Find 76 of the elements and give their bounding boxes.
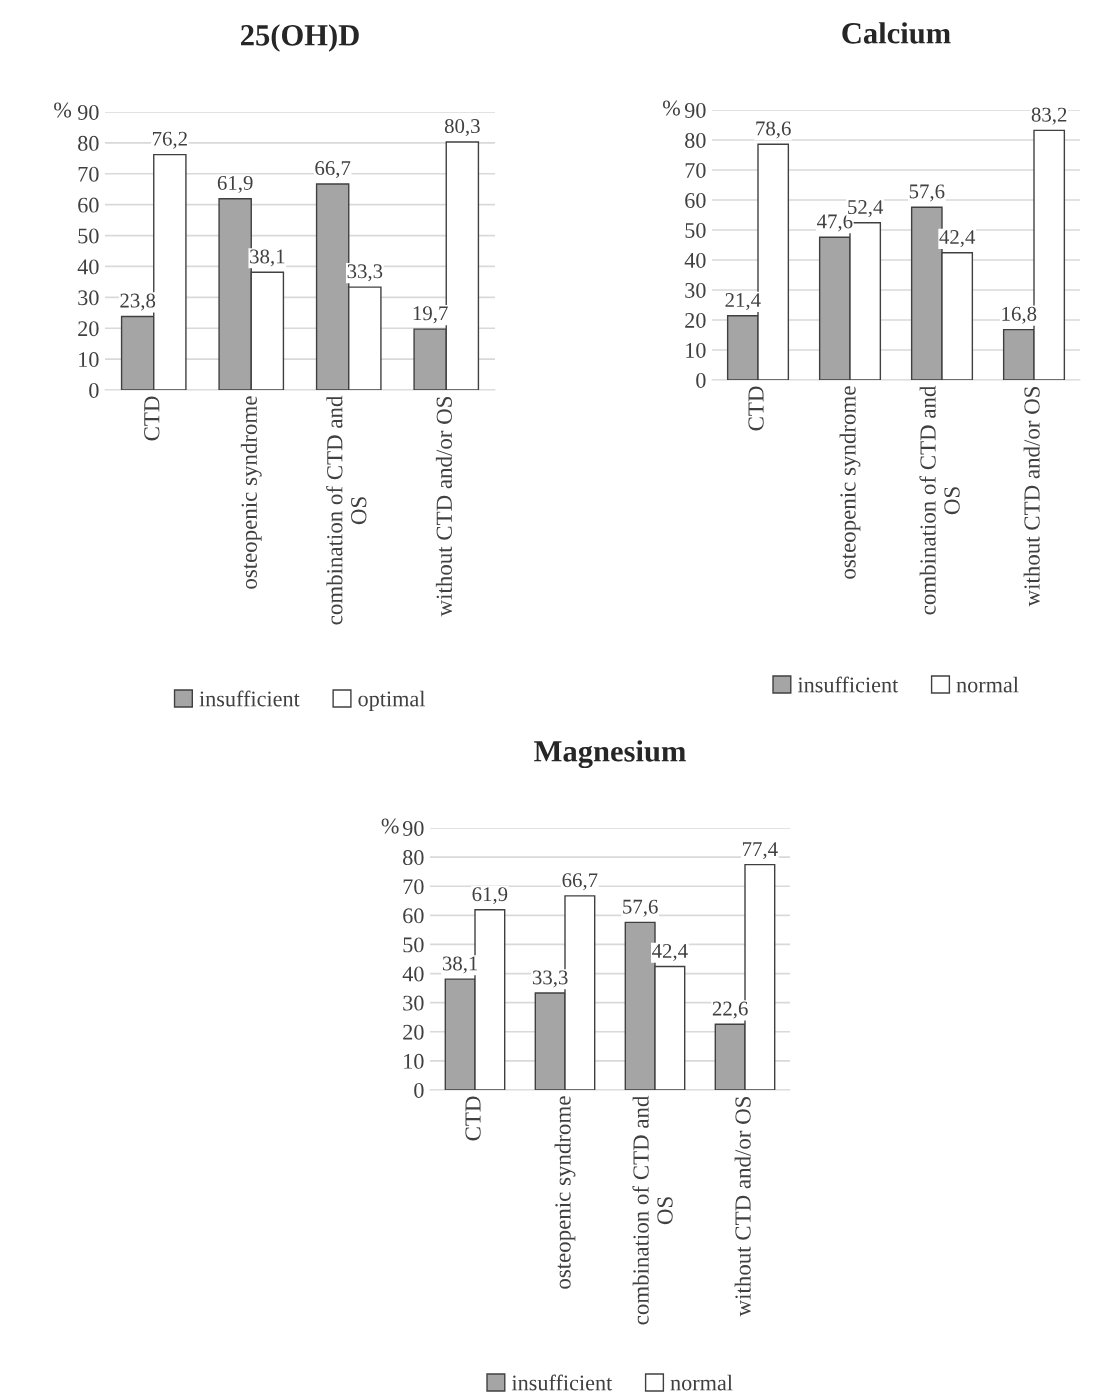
chart-title: 25(OH)D	[241, 24, 359, 52]
y-tick-label: 0	[414, 1082, 424, 1098]
data-label: 21,4	[725, 293, 761, 311]
data-label: 19,7	[413, 306, 448, 324]
x-tick-label: osteopenic syndrome	[839, 386, 861, 579]
y-tick-label: 40	[77, 259, 99, 275]
chart-title: Calcium	[842, 22, 951, 44]
y-tick-label: 50	[78, 228, 99, 244]
y-tick-label: 70	[685, 162, 706, 178]
x-tick-label: combination of CTD and OS	[326, 395, 367, 625]
data-label: 16,8	[1002, 306, 1037, 324]
data-label: 57,6	[623, 899, 658, 917]
y-tick-label: 20	[403, 1024, 424, 1040]
x-tick-label: osteopenic syndrome	[554, 1096, 576, 1289]
y-tick-label: 60	[78, 197, 99, 213]
data-label: 33,3	[532, 970, 568, 988]
y-tick-label: 0	[89, 382, 99, 398]
y-tick-label: 90	[402, 820, 424, 836]
chart-title: Magnesium	[534, 740, 686, 769]
y-tick-label: 10	[404, 1053, 424, 1069]
y-tick-label: 10	[686, 342, 706, 358]
data-label: 22,6	[712, 1001, 748, 1019]
x-tick-label: without CTD and/or OS	[1023, 386, 1040, 607]
y-tick-label: 20	[78, 321, 99, 337]
data-label: 33,3	[347, 264, 383, 282]
y-tick-label: 80	[403, 850, 424, 866]
y-tick-label: 30	[78, 290, 99, 306]
x-tick-label: CTD	[748, 386, 764, 431]
y-tick-label: 40	[684, 252, 706, 268]
data-label: 23,8	[120, 293, 156, 311]
legend-label: insufficient	[797, 676, 899, 693]
data-label: 57,6	[909, 184, 945, 202]
data-label: 66,7	[315, 161, 351, 179]
data-label: 80,3	[444, 119, 480, 137]
y-tick-label: 70	[78, 166, 99, 182]
y-tick-label: 30	[685, 282, 706, 298]
data-label: 61,9	[217, 175, 253, 193]
y-tick-label: 40	[402, 966, 424, 982]
data-label: 42,4	[939, 230, 976, 248]
legend-label: insufficient	[511, 1374, 613, 1391]
data-label: 38,1	[250, 249, 285, 267]
y-tick-label: 90	[77, 104, 99, 120]
y-tick-label: 80	[685, 132, 706, 148]
y-tick-label: 90	[684, 102, 706, 118]
y-axis-title: %	[381, 818, 399, 834]
y-axis-title: %	[662, 100, 680, 116]
y-tick-label: 30	[403, 995, 424, 1011]
y-tick-label: 10	[79, 352, 99, 368]
y-tick-label: 0	[696, 372, 706, 388]
y-tick-label: 50	[685, 222, 706, 238]
x-tick-label: combination of CTD and OS	[632, 1095, 673, 1325]
x-tick-label: CTD	[144, 396, 160, 441]
x-tick-label: combination of CTD and OS	[919, 385, 960, 615]
y-tick-label: 60	[403, 908, 424, 924]
data-label: 66,7	[562, 873, 598, 891]
data-label: 61,9	[472, 887, 508, 905]
y-tick-label: 70	[403, 879, 424, 895]
y-tick-label: 80	[78, 135, 99, 151]
legend-label: insufficient	[199, 690, 300, 707]
x-tick-label: without CTD and/or OS	[734, 1096, 751, 1317]
data-label: 78,6	[756, 121, 791, 139]
x-tick-label: CTD	[465, 1096, 481, 1141]
y-axis-title: %	[54, 102, 72, 118]
data-label: 38,1	[442, 956, 478, 974]
x-tick-label: without CTD and/or OS	[435, 396, 452, 617]
x-tick-label: osteopenic syndrome	[240, 396, 262, 589]
legend-label: normal	[670, 1374, 733, 1391]
data-label: 77,4	[742, 842, 778, 860]
legend-label: normal	[956, 676, 1019, 693]
data-label: 76,2	[152, 131, 187, 149]
y-tick-label: 20	[685, 312, 706, 328]
data-label: 83,2	[1031, 107, 1067, 125]
legend-label: optimal	[358, 690, 426, 711]
y-tick-label: 60	[685, 192, 706, 208]
y-tick-label: 50	[403, 937, 424, 953]
data-label: 42,4	[652, 943, 688, 961]
